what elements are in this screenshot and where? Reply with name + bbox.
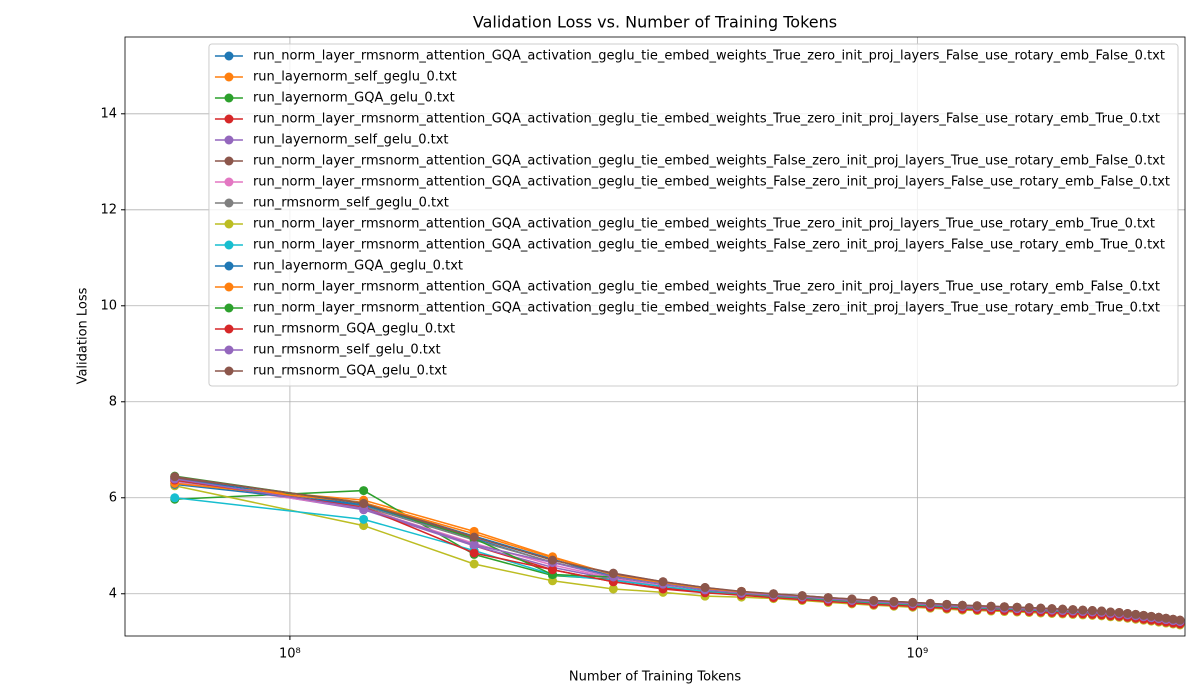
data-point <box>1123 608 1133 618</box>
y-tick-label: 4 <box>109 586 117 601</box>
data-point <box>1168 614 1178 624</box>
data-point <box>972 601 982 611</box>
data-point <box>957 600 967 610</box>
data-point <box>1036 603 1046 613</box>
legend-label: run_layernorm_self_gelu_0.txt <box>253 133 449 148</box>
data-point <box>700 583 710 593</box>
data-point <box>1078 605 1088 615</box>
legend-label: run_norm_layer_rmsnorm_attention_GQA_act… <box>253 280 1160 295</box>
data-point <box>359 486 369 496</box>
data-point <box>942 599 952 609</box>
legend-marker <box>224 303 234 313</box>
data-point <box>889 596 899 606</box>
legend-marker <box>224 366 234 376</box>
legend-label: run_norm_layer_rmsnorm_attention_GQA_act… <box>253 154 1165 169</box>
data-point <box>1024 603 1034 613</box>
data-point <box>869 595 879 605</box>
legend-marker <box>224 51 234 61</box>
x-tick-label: 10⁸ <box>279 647 301 662</box>
data-point <box>1146 611 1156 621</box>
legend-marker <box>224 72 234 82</box>
data-point <box>1161 613 1171 623</box>
data-point <box>1097 606 1107 616</box>
y-tick-label: 8 <box>109 394 117 409</box>
x-axis-label: Number of Training Tokens <box>569 670 741 685</box>
data-point <box>1139 610 1149 620</box>
legend-label: run_layernorm_self_geglu_0.txt <box>253 70 457 85</box>
legend-marker <box>224 114 234 124</box>
data-point <box>359 514 369 524</box>
legend-label: run_norm_layer_rmsnorm_attention_GQA_act… <box>253 175 1170 190</box>
data-point <box>1068 605 1078 615</box>
data-point <box>769 589 779 599</box>
legend-label: run_norm_layer_rmsnorm_attention_GQA_act… <box>253 238 1165 253</box>
chart-title: Validation Loss vs. Number of Training T… <box>473 13 837 32</box>
data-point <box>469 540 479 550</box>
legend-label: run_norm_layer_rmsnorm_attention_GQA_act… <box>253 217 1155 232</box>
legend-marker <box>224 240 234 250</box>
data-point <box>548 555 558 565</box>
y-tick-label: 12 <box>100 202 117 217</box>
data-point <box>170 493 180 503</box>
plot-area <box>170 471 1185 630</box>
legend-marker <box>224 93 234 103</box>
data-point <box>1154 612 1164 622</box>
legend-marker <box>224 324 234 334</box>
legend-label: run_rmsnorm_GQA_geglu_0.txt <box>253 322 455 337</box>
data-point <box>359 499 369 509</box>
data-point <box>1106 607 1116 617</box>
legend-marker <box>224 198 234 208</box>
data-point <box>1058 604 1068 614</box>
y-tick-label: 14 <box>100 106 117 121</box>
legend-label: run_rmsnorm_self_gelu_0.txt <box>253 343 441 358</box>
legend-label: run_rmsnorm_self_geglu_0.txt <box>253 196 449 211</box>
data-point <box>1114 607 1124 617</box>
data-point <box>1087 606 1097 616</box>
data-point <box>170 472 180 482</box>
legend-label: run_layernorm_GQA_gelu_0.txt <box>253 91 455 106</box>
data-point <box>469 559 479 569</box>
data-point <box>1131 609 1141 619</box>
legend-label: run_norm_layer_rmsnorm_attention_GQA_act… <box>253 49 1165 64</box>
data-point <box>608 584 618 594</box>
legend-box <box>208 43 1179 387</box>
data-point <box>548 565 558 575</box>
y-axis-label: Validation Loss <box>76 287 91 384</box>
data-point <box>1175 615 1185 625</box>
data-point <box>469 548 479 558</box>
legend-marker <box>224 282 234 292</box>
legend-label: run_rmsnorm_GQA_gelu_0.txt <box>253 364 447 379</box>
data-point <box>908 597 918 607</box>
data-point <box>359 521 369 531</box>
data-point <box>986 601 996 611</box>
data-point <box>608 569 618 579</box>
data-point <box>548 576 558 586</box>
legend-marker <box>224 219 234 229</box>
y-tick-label: 10 <box>100 298 117 313</box>
data-point <box>797 591 807 601</box>
data-point <box>469 532 479 542</box>
legend-marker <box>224 345 234 355</box>
x-tick-label: 10⁹ <box>906 647 928 662</box>
data-point <box>823 593 833 603</box>
legend-marker <box>224 261 234 271</box>
legend-label: run_layernorm_GQA_geglu_0.txt <box>253 259 463 274</box>
legend: run_norm_layer_rmsnorm_attention_GQA_act… <box>208 43 1179 387</box>
data-point <box>736 586 746 596</box>
y-tick-label: 6 <box>109 490 117 505</box>
data-point <box>658 577 668 587</box>
legend-marker <box>224 156 234 166</box>
data-point <box>1012 602 1022 612</box>
legend-label: run_norm_layer_rmsnorm_attention_GQA_act… <box>253 301 1160 316</box>
data-point <box>847 594 857 604</box>
data-point <box>999 602 1009 612</box>
legend-marker <box>224 177 234 187</box>
axes-frame <box>124 36 1186 637</box>
data-point <box>1047 604 1057 614</box>
data-point <box>925 598 935 608</box>
legend-label: run_norm_layer_rmsnorm_attention_GQA_act… <box>253 112 1160 127</box>
legend-marker <box>224 135 234 145</box>
